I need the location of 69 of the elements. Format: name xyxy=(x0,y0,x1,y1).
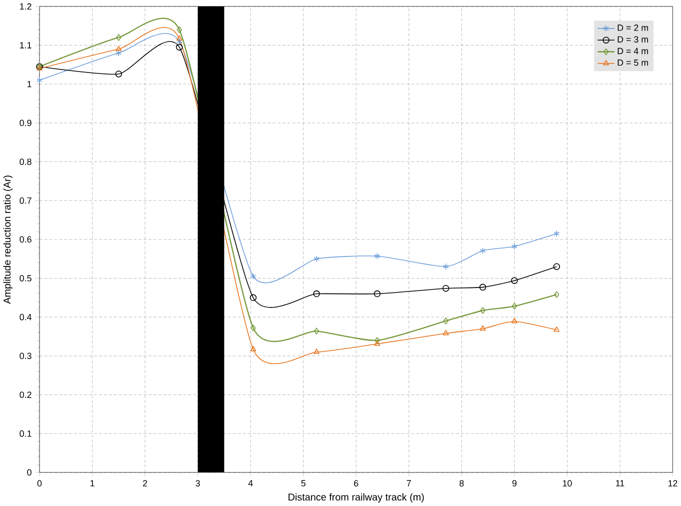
point xyxy=(314,348,320,354)
point xyxy=(374,337,380,344)
point xyxy=(250,324,256,332)
x-tick-label: 6 xyxy=(354,480,358,487)
point xyxy=(250,346,256,352)
point xyxy=(442,330,449,336)
point xyxy=(176,26,182,34)
point xyxy=(554,326,560,332)
x-tick-label: 5 xyxy=(301,480,306,486)
point xyxy=(480,325,486,331)
x-tick-label: 10 xyxy=(562,480,572,487)
point xyxy=(479,284,486,291)
x-tick-label: 11 xyxy=(616,480,624,486)
x-tick-label: 3 xyxy=(196,480,200,487)
x-tick-label: 1 xyxy=(90,480,94,486)
y-tick-label: 0.2 xyxy=(20,392,32,398)
point xyxy=(314,256,320,262)
y-tick-label: 0.5 xyxy=(20,275,32,282)
point xyxy=(116,50,122,56)
x-tick-label: 0 xyxy=(37,480,42,487)
point xyxy=(512,302,518,310)
point xyxy=(176,44,183,51)
point xyxy=(250,273,256,280)
point xyxy=(511,318,518,324)
legend-label: D = 2 m xyxy=(618,24,648,31)
x-axis-title: Distance from railway track (m) xyxy=(288,493,424,503)
point xyxy=(36,76,42,84)
y-tick-label: 0.8 xyxy=(20,158,32,165)
point xyxy=(511,243,518,250)
x-tick-label: 4 xyxy=(248,480,253,486)
y-tick-label: 0.4 xyxy=(20,314,32,320)
point xyxy=(116,46,122,52)
y-tick-label: 0.1 xyxy=(20,430,32,437)
y-tick-label: 0 xyxy=(27,469,32,476)
point xyxy=(374,252,380,260)
point xyxy=(374,290,381,298)
point xyxy=(314,328,320,335)
y-tick-label: 1.1 xyxy=(20,42,32,48)
point xyxy=(176,38,182,45)
point xyxy=(442,285,450,292)
point xyxy=(553,263,560,270)
x-tick-label: 12 xyxy=(668,480,678,486)
point xyxy=(176,35,182,41)
point xyxy=(480,307,486,314)
y-tick-label: 1 xyxy=(27,81,32,88)
y-tick-label: 0.6 xyxy=(20,236,32,243)
y-tick-label: 1.2 xyxy=(20,3,32,10)
x-tick-label: 2 xyxy=(143,480,148,486)
point xyxy=(250,294,257,302)
y-tick-label: 0.9 xyxy=(20,120,32,126)
y-axis-title: Amplitude reduction ratio (Ar) xyxy=(3,176,13,304)
x-tick-label: 9 xyxy=(512,480,516,487)
y-tick-label: 0.3 xyxy=(20,352,32,360)
point xyxy=(554,291,560,298)
legend-label: D = 4 m xyxy=(618,48,648,54)
point xyxy=(480,247,486,254)
legend-label: D = 5 m xyxy=(618,60,648,66)
legend-label: D = 3 m xyxy=(618,36,648,43)
point xyxy=(442,263,449,270)
x-tick-label: 7 xyxy=(406,480,411,486)
point xyxy=(116,34,122,41)
x-tick-label: 8 xyxy=(460,480,464,487)
y-tick-label: 0.7 xyxy=(20,198,32,204)
point xyxy=(443,318,448,324)
point xyxy=(115,70,122,78)
point xyxy=(374,340,380,346)
point xyxy=(313,290,320,298)
point xyxy=(511,277,518,284)
point xyxy=(554,230,560,238)
